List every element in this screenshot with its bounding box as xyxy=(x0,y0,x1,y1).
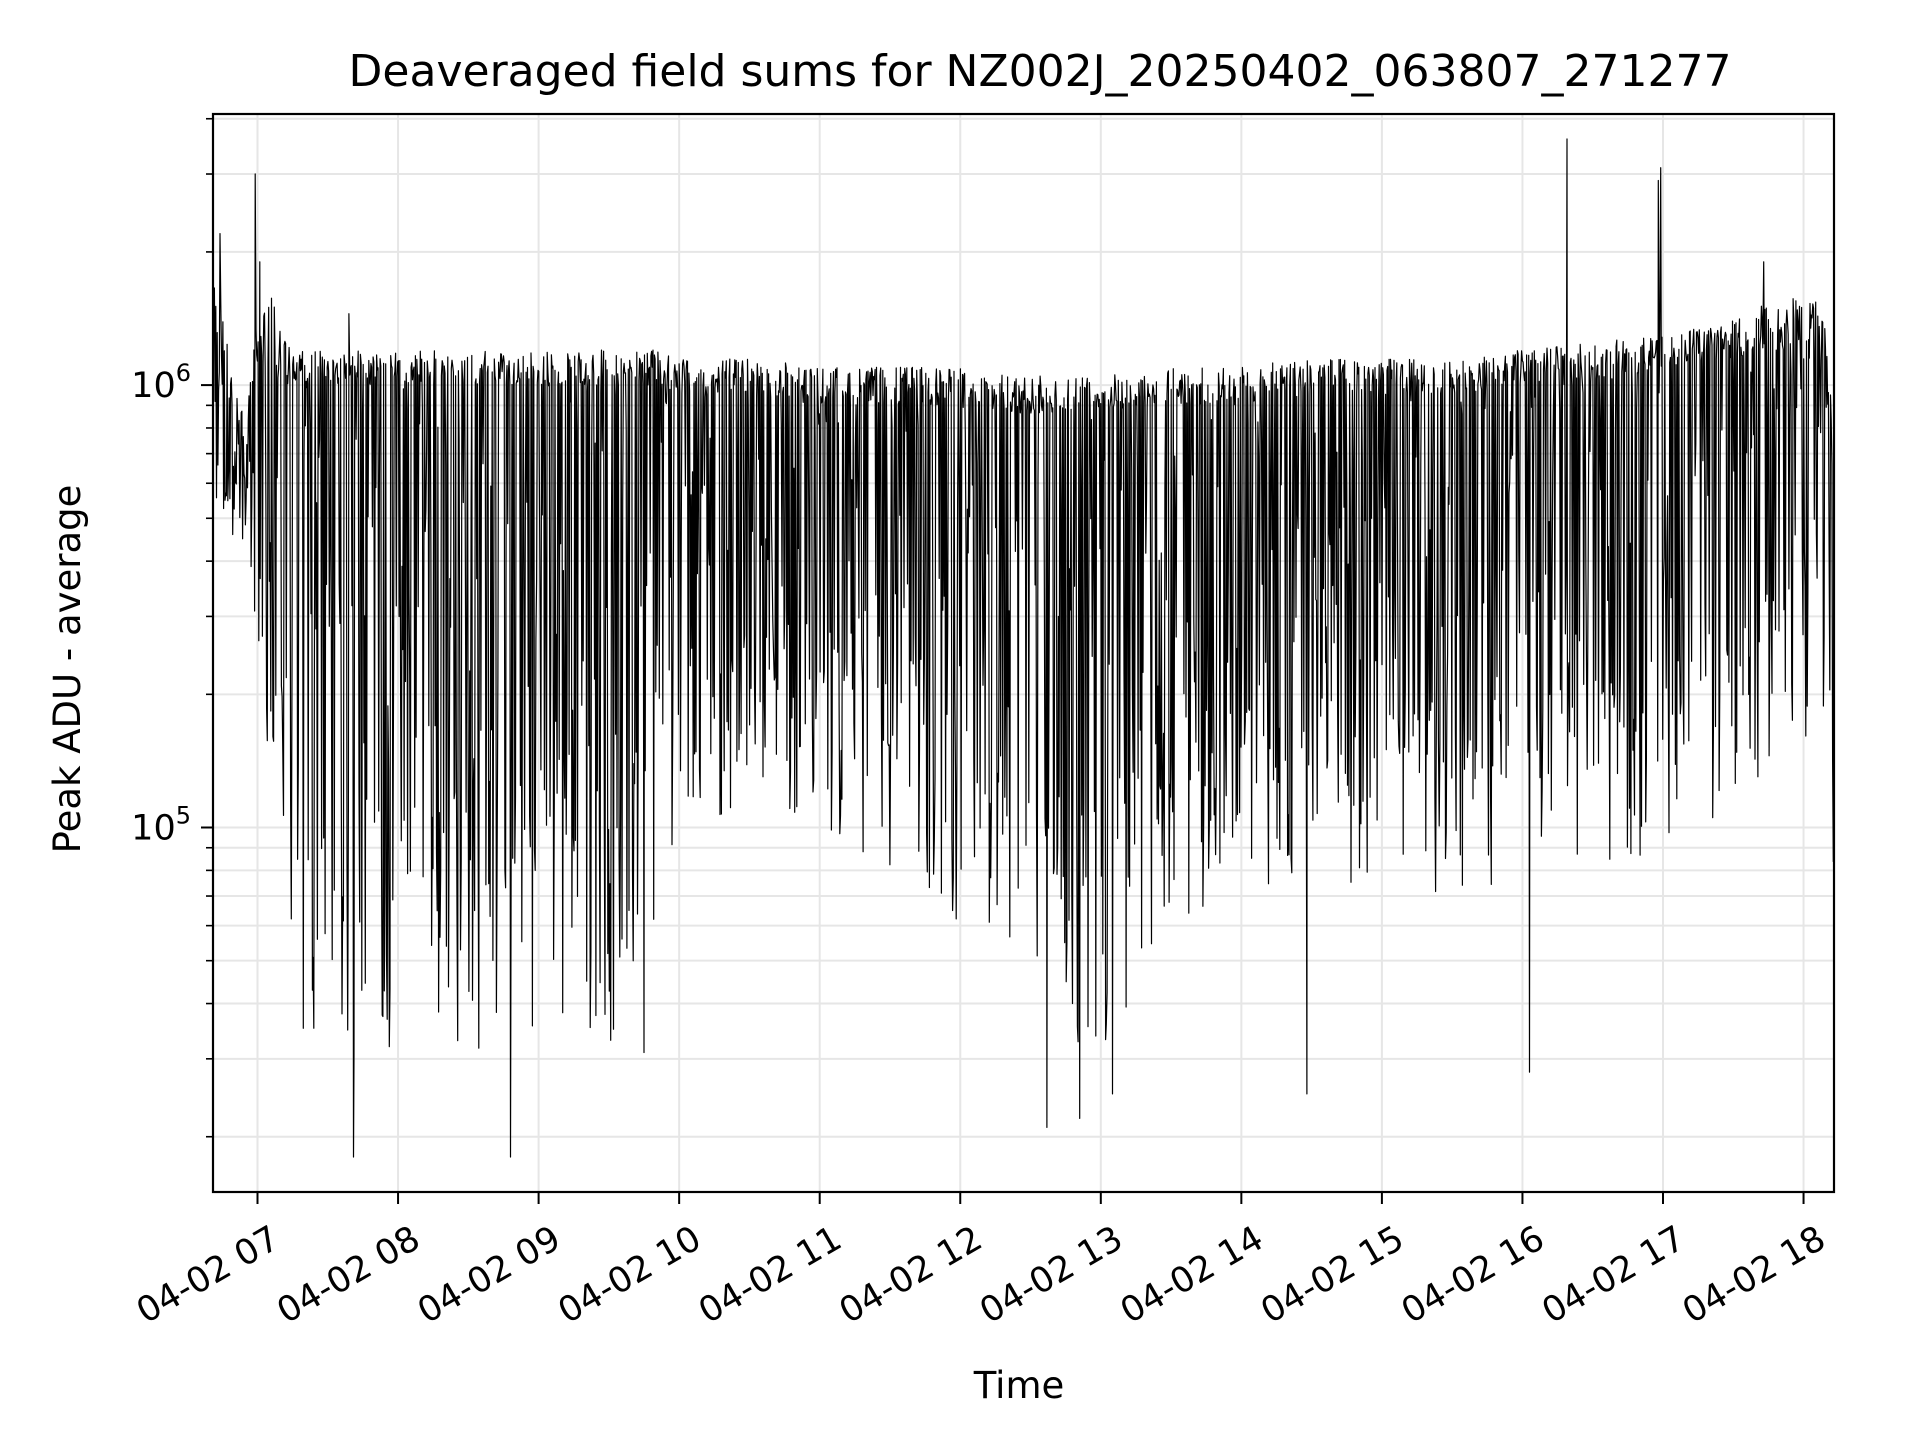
y-axis-label: Peak ADU - average xyxy=(46,485,89,854)
axes-frame xyxy=(211,112,1836,1194)
y-tick-label: 106 xyxy=(131,359,191,406)
y-tick-label: 105 xyxy=(131,802,191,849)
x-axis-label: Time xyxy=(973,1364,1065,1407)
data-line xyxy=(212,138,1835,1158)
chart-title: Deaveraged field sums for NZ002J_2025040… xyxy=(349,46,1732,97)
